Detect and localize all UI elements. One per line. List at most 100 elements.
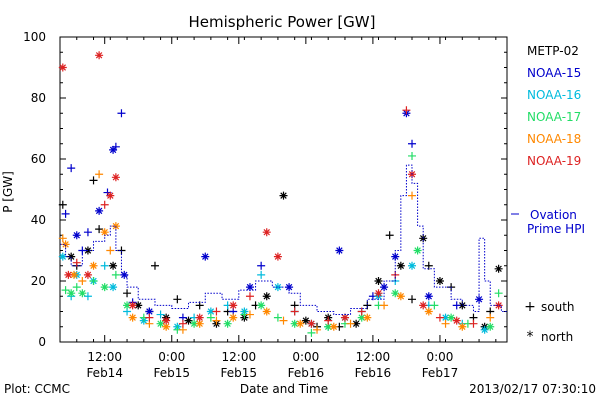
north-point-marker xyxy=(301,316,310,325)
south-point-marker xyxy=(245,292,254,301)
north-point-marker xyxy=(106,191,115,200)
north-point-marker xyxy=(447,313,456,322)
y-tick-label: 60 xyxy=(31,152,46,166)
north-point-marker xyxy=(340,313,349,322)
north-point-marker xyxy=(190,319,199,328)
south-point-marker xyxy=(385,231,394,240)
south-point-marker xyxy=(72,258,81,267)
south-point-marker xyxy=(380,301,389,310)
north-point-marker xyxy=(156,319,165,328)
footer-left: Plot: CCMC xyxy=(4,382,70,396)
north-point-marker xyxy=(290,319,299,328)
north-point-marker xyxy=(494,301,503,310)
south-point-marker xyxy=(408,295,417,304)
south-point-marker xyxy=(106,246,115,255)
north-point-marker xyxy=(329,322,338,331)
north-point-marker xyxy=(229,313,238,322)
north-point-marker xyxy=(162,322,171,331)
south-point-marker xyxy=(469,319,478,328)
south-point-marker xyxy=(486,313,495,322)
south-point-marker xyxy=(178,319,187,328)
south-point-marker xyxy=(257,270,266,279)
north-point-marker xyxy=(195,319,204,328)
north-point-marker xyxy=(206,307,215,316)
north-point-marker xyxy=(262,228,271,237)
north-point-marker xyxy=(128,313,137,322)
south-point-marker xyxy=(100,200,109,209)
south-point-marker xyxy=(212,316,221,325)
south-point-marker xyxy=(346,319,355,328)
north-point-marker xyxy=(67,289,76,298)
north-point-marker xyxy=(162,316,171,325)
y-tick-label: 20 xyxy=(31,274,46,288)
north-point-marker xyxy=(89,261,98,270)
y-axis-label: P [GW] xyxy=(1,171,15,213)
south-point-marker xyxy=(324,316,333,325)
north-point-marker xyxy=(58,63,67,72)
north-point-marker xyxy=(61,240,70,249)
x-tick-date-label: Feb17 xyxy=(422,366,459,380)
legend-entry-noaa-15: NOAA-15 xyxy=(527,66,581,80)
north-point-marker xyxy=(69,270,78,279)
north-point-marker xyxy=(413,246,422,255)
south-point-marker xyxy=(123,289,132,298)
north-point-marker xyxy=(475,295,484,304)
south-point-marker xyxy=(408,191,417,200)
south-point-marker xyxy=(83,292,92,301)
south-point-marker xyxy=(95,170,104,179)
south-point-marker xyxy=(307,328,316,337)
south-point-marker xyxy=(363,301,372,310)
north-point-marker xyxy=(273,252,282,261)
north-point-marker xyxy=(458,322,467,331)
series-ovation-prime-hpi xyxy=(60,164,507,316)
north-point-marker xyxy=(424,292,433,301)
south-point-marker xyxy=(111,270,120,279)
legend-entry-noaa-19: NOAA-19 xyxy=(527,154,581,168)
south-point-marker xyxy=(67,164,76,173)
north-point-marker xyxy=(441,313,450,322)
y-tick-label: 100 xyxy=(23,30,46,44)
legend-marker-north: north xyxy=(541,330,573,344)
north-point-marker xyxy=(100,228,109,237)
legend-entry-noaa-18: NOAA-18 xyxy=(527,132,581,146)
north-point-marker xyxy=(262,292,271,301)
south-point-marker xyxy=(452,301,461,310)
north-point-marker xyxy=(134,301,143,310)
legend-marker-south: south xyxy=(541,300,575,314)
y-tick-label: 80 xyxy=(31,91,46,105)
south-point-marker xyxy=(441,319,450,328)
x-tick-date-label: Feb16 xyxy=(355,366,392,380)
south-point-marker xyxy=(212,307,221,316)
north-point-marker xyxy=(374,277,383,285)
x-tick-date-label: Feb14 xyxy=(86,366,123,380)
south-point-marker xyxy=(408,151,417,160)
north-point-marker xyxy=(458,301,467,310)
south-point-marker xyxy=(313,325,322,334)
south-point-marker xyxy=(78,277,87,285)
north-point-marker xyxy=(262,307,271,316)
north-point-marker xyxy=(245,283,254,292)
north-point-marker xyxy=(195,313,204,322)
series-noaa-18 xyxy=(58,170,495,334)
north-point-marker xyxy=(64,270,73,279)
north-point-marker xyxy=(363,313,372,322)
north-point-marker xyxy=(273,283,282,292)
north-point-marker xyxy=(352,319,361,328)
legend-entry-hpi-line2: Prime HPI xyxy=(527,222,585,236)
x-tick-time-label: 12:00 xyxy=(87,350,122,364)
north-point-marker xyxy=(83,270,92,279)
north-point-marker xyxy=(109,145,118,154)
south-point-marker xyxy=(279,316,288,325)
south-point-marker xyxy=(430,301,439,310)
north-point-marker xyxy=(95,206,104,215)
north-point-marker xyxy=(391,289,400,298)
x-tick-time-label: 0:00 xyxy=(158,350,185,364)
north-point-marker xyxy=(257,301,266,310)
legend-entry-metp-02: METP-02 xyxy=(527,44,579,58)
south-point-marker xyxy=(72,283,81,292)
x-tick-time-label: 12:00 xyxy=(222,350,257,364)
north-point-marker xyxy=(78,289,87,298)
north-point-marker xyxy=(223,319,232,328)
axes: 0 20 40 60 80 100 12:00 Feb14 0:00 Feb15 12:00 Feb1… xyxy=(23,30,508,380)
